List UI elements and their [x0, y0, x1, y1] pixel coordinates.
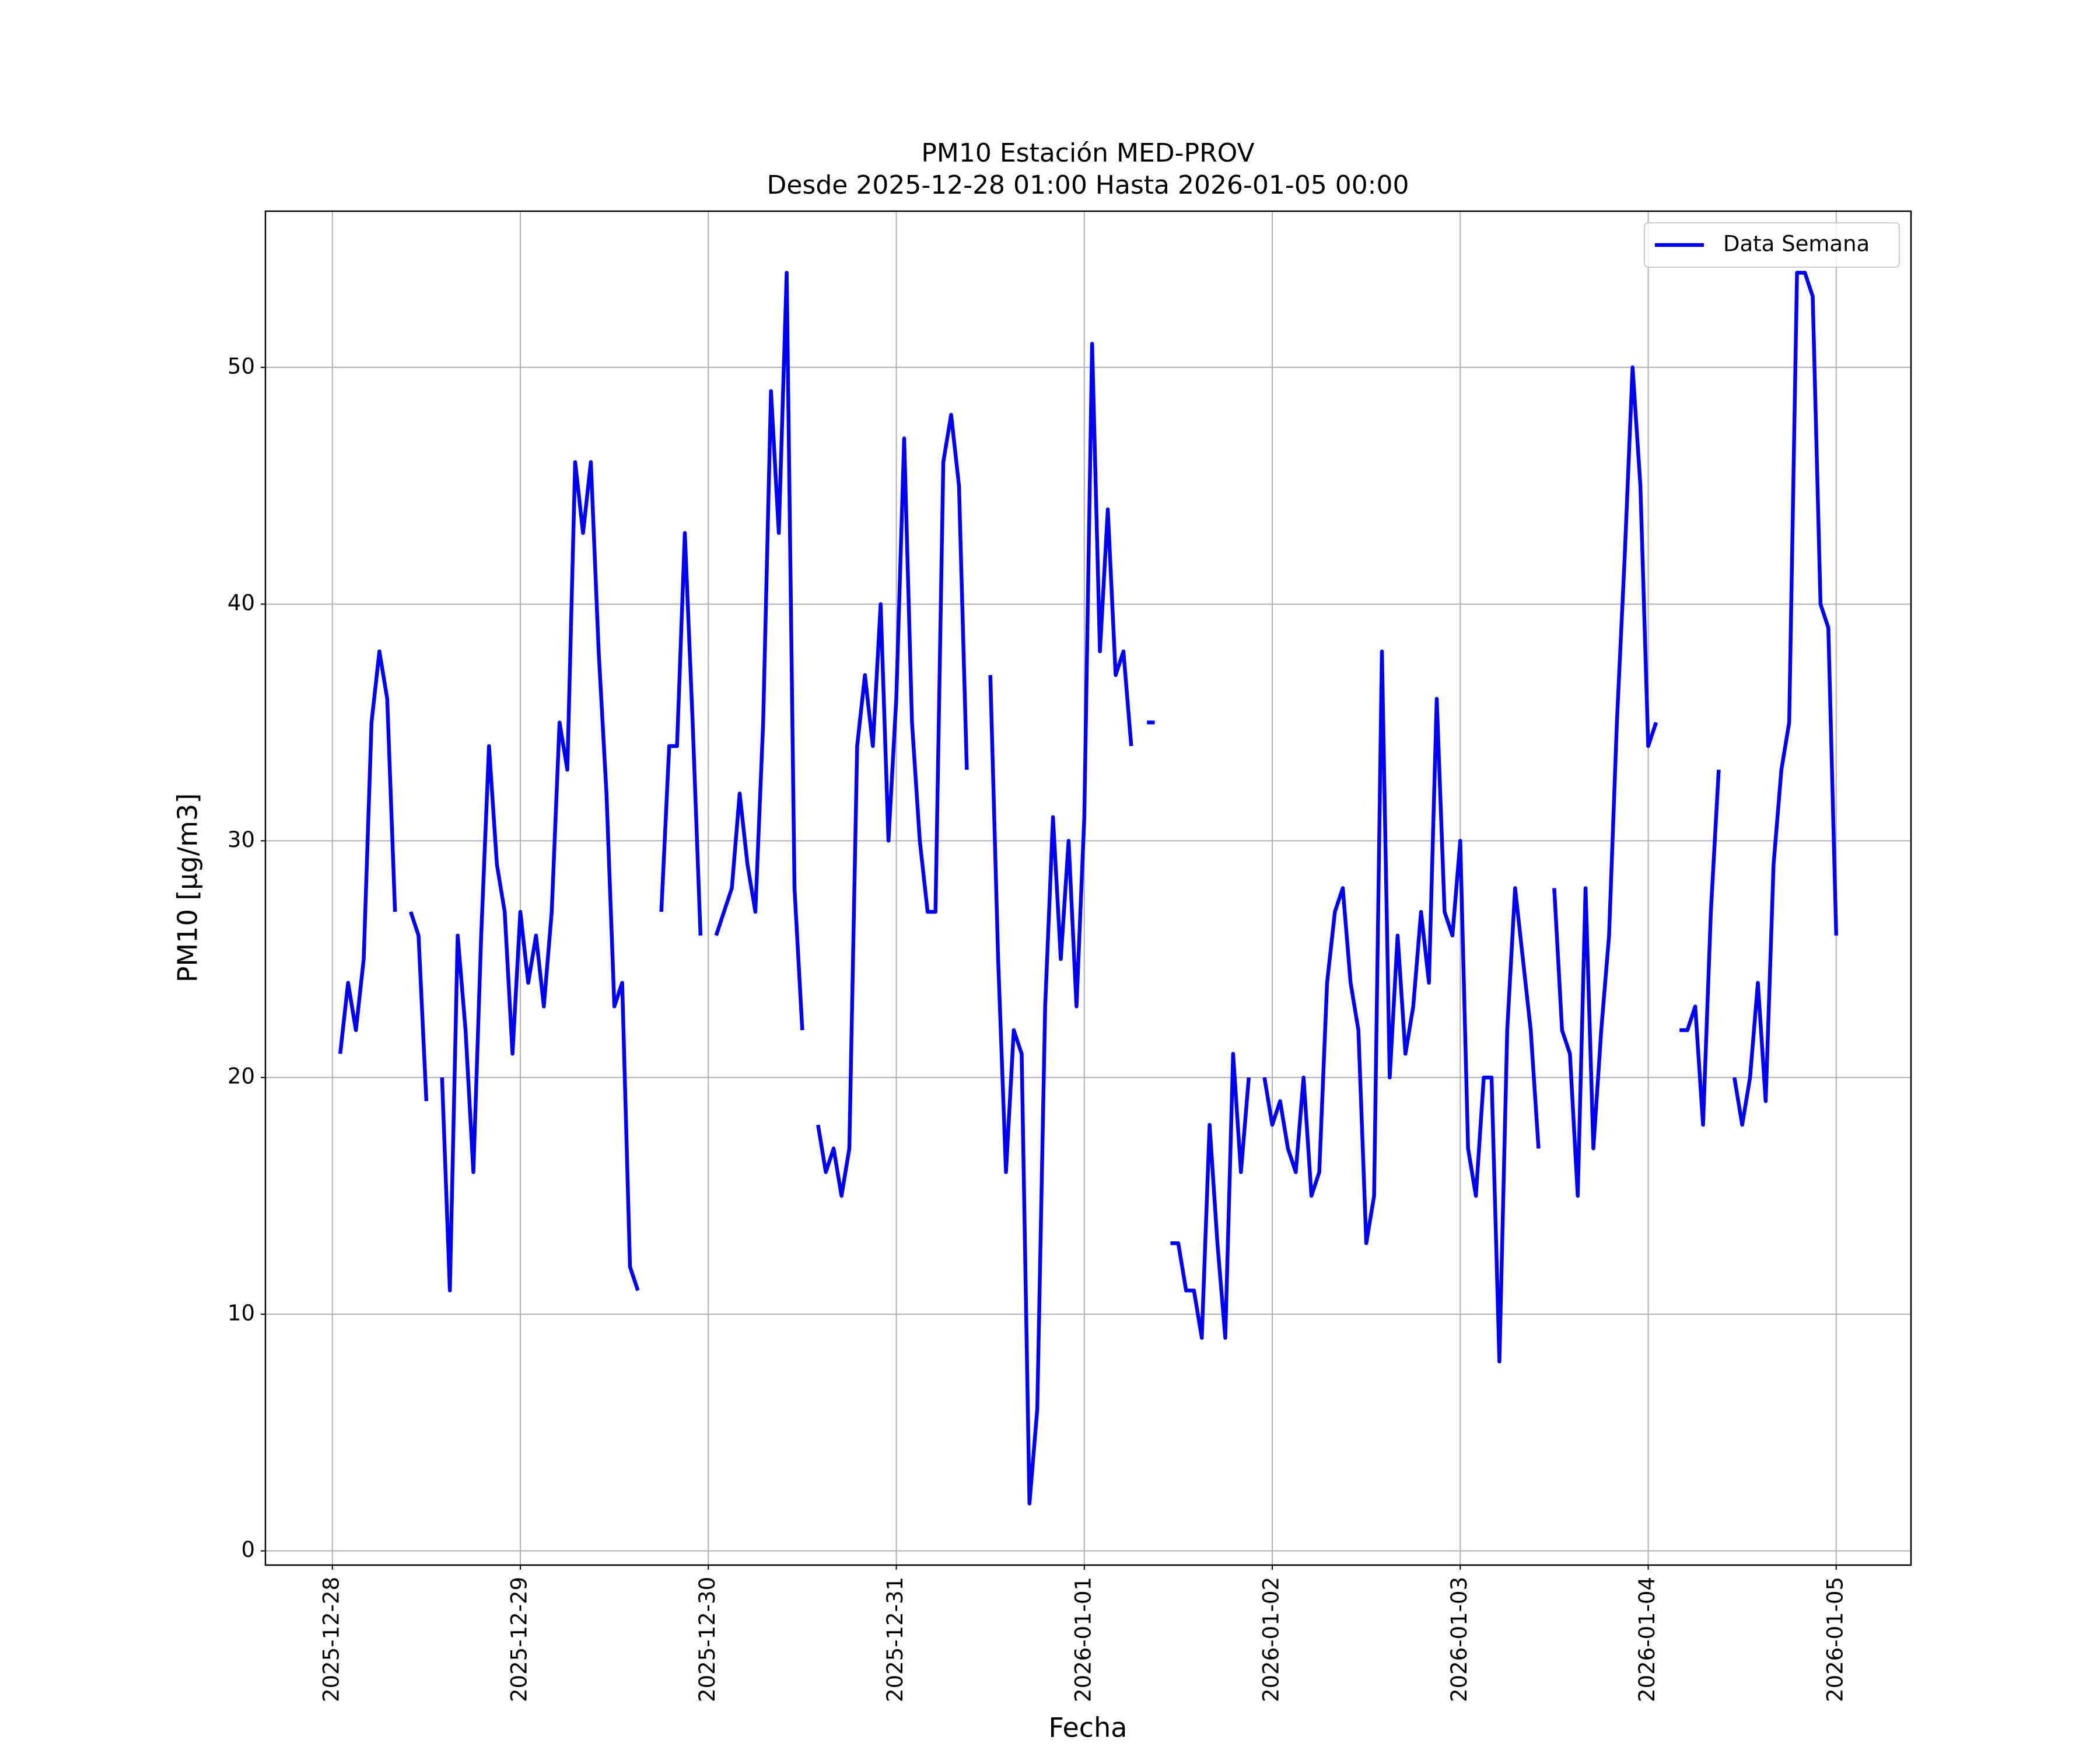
x-tick-label: 2026-01-01 [1070, 1577, 1096, 1702]
x-tick-label: 2025-12-30 [695, 1577, 720, 1702]
plot-frame [264, 210, 1912, 1566]
data-line [338, 271, 1839, 1506]
x-tick-label: 2025-12-31 [883, 1577, 908, 1702]
x-tick-label: 2026-01-04 [1634, 1577, 1660, 1702]
legend-label: Data Semana [1723, 232, 1870, 257]
x-axis-label: Fecha [1049, 1712, 1128, 1744]
y-tick-label: 20 [228, 1064, 255, 1089]
x-tick-label: 2025-12-29 [507, 1577, 532, 1702]
y-axis-label: PM10 [μg/m3] [172, 793, 204, 983]
y-tick-label: 50 [228, 354, 255, 379]
x-tick-label: 2026-01-03 [1447, 1577, 1472, 1702]
y-tick-label: 30 [228, 827, 255, 852]
chart-subtitle: Desde 2025-12-28 01:00 Hasta 2026-01-05 … [766, 170, 1409, 200]
x-tick-label: 2026-01-02 [1259, 1577, 1284, 1702]
chart-title: PM10 Estación MED-PROV [921, 138, 1254, 168]
y-tick-label: 0 [241, 1537, 255, 1562]
legend: Data Semana [1644, 222, 1900, 268]
x-tick-label: 2026-01-05 [1822, 1577, 1847, 1702]
x-tick-label: 2025-12-28 [318, 1577, 344, 1702]
y-tick-label: 10 [228, 1300, 255, 1325]
legend-box [1644, 222, 1900, 268]
y-tick-label: 40 [228, 590, 255, 615]
